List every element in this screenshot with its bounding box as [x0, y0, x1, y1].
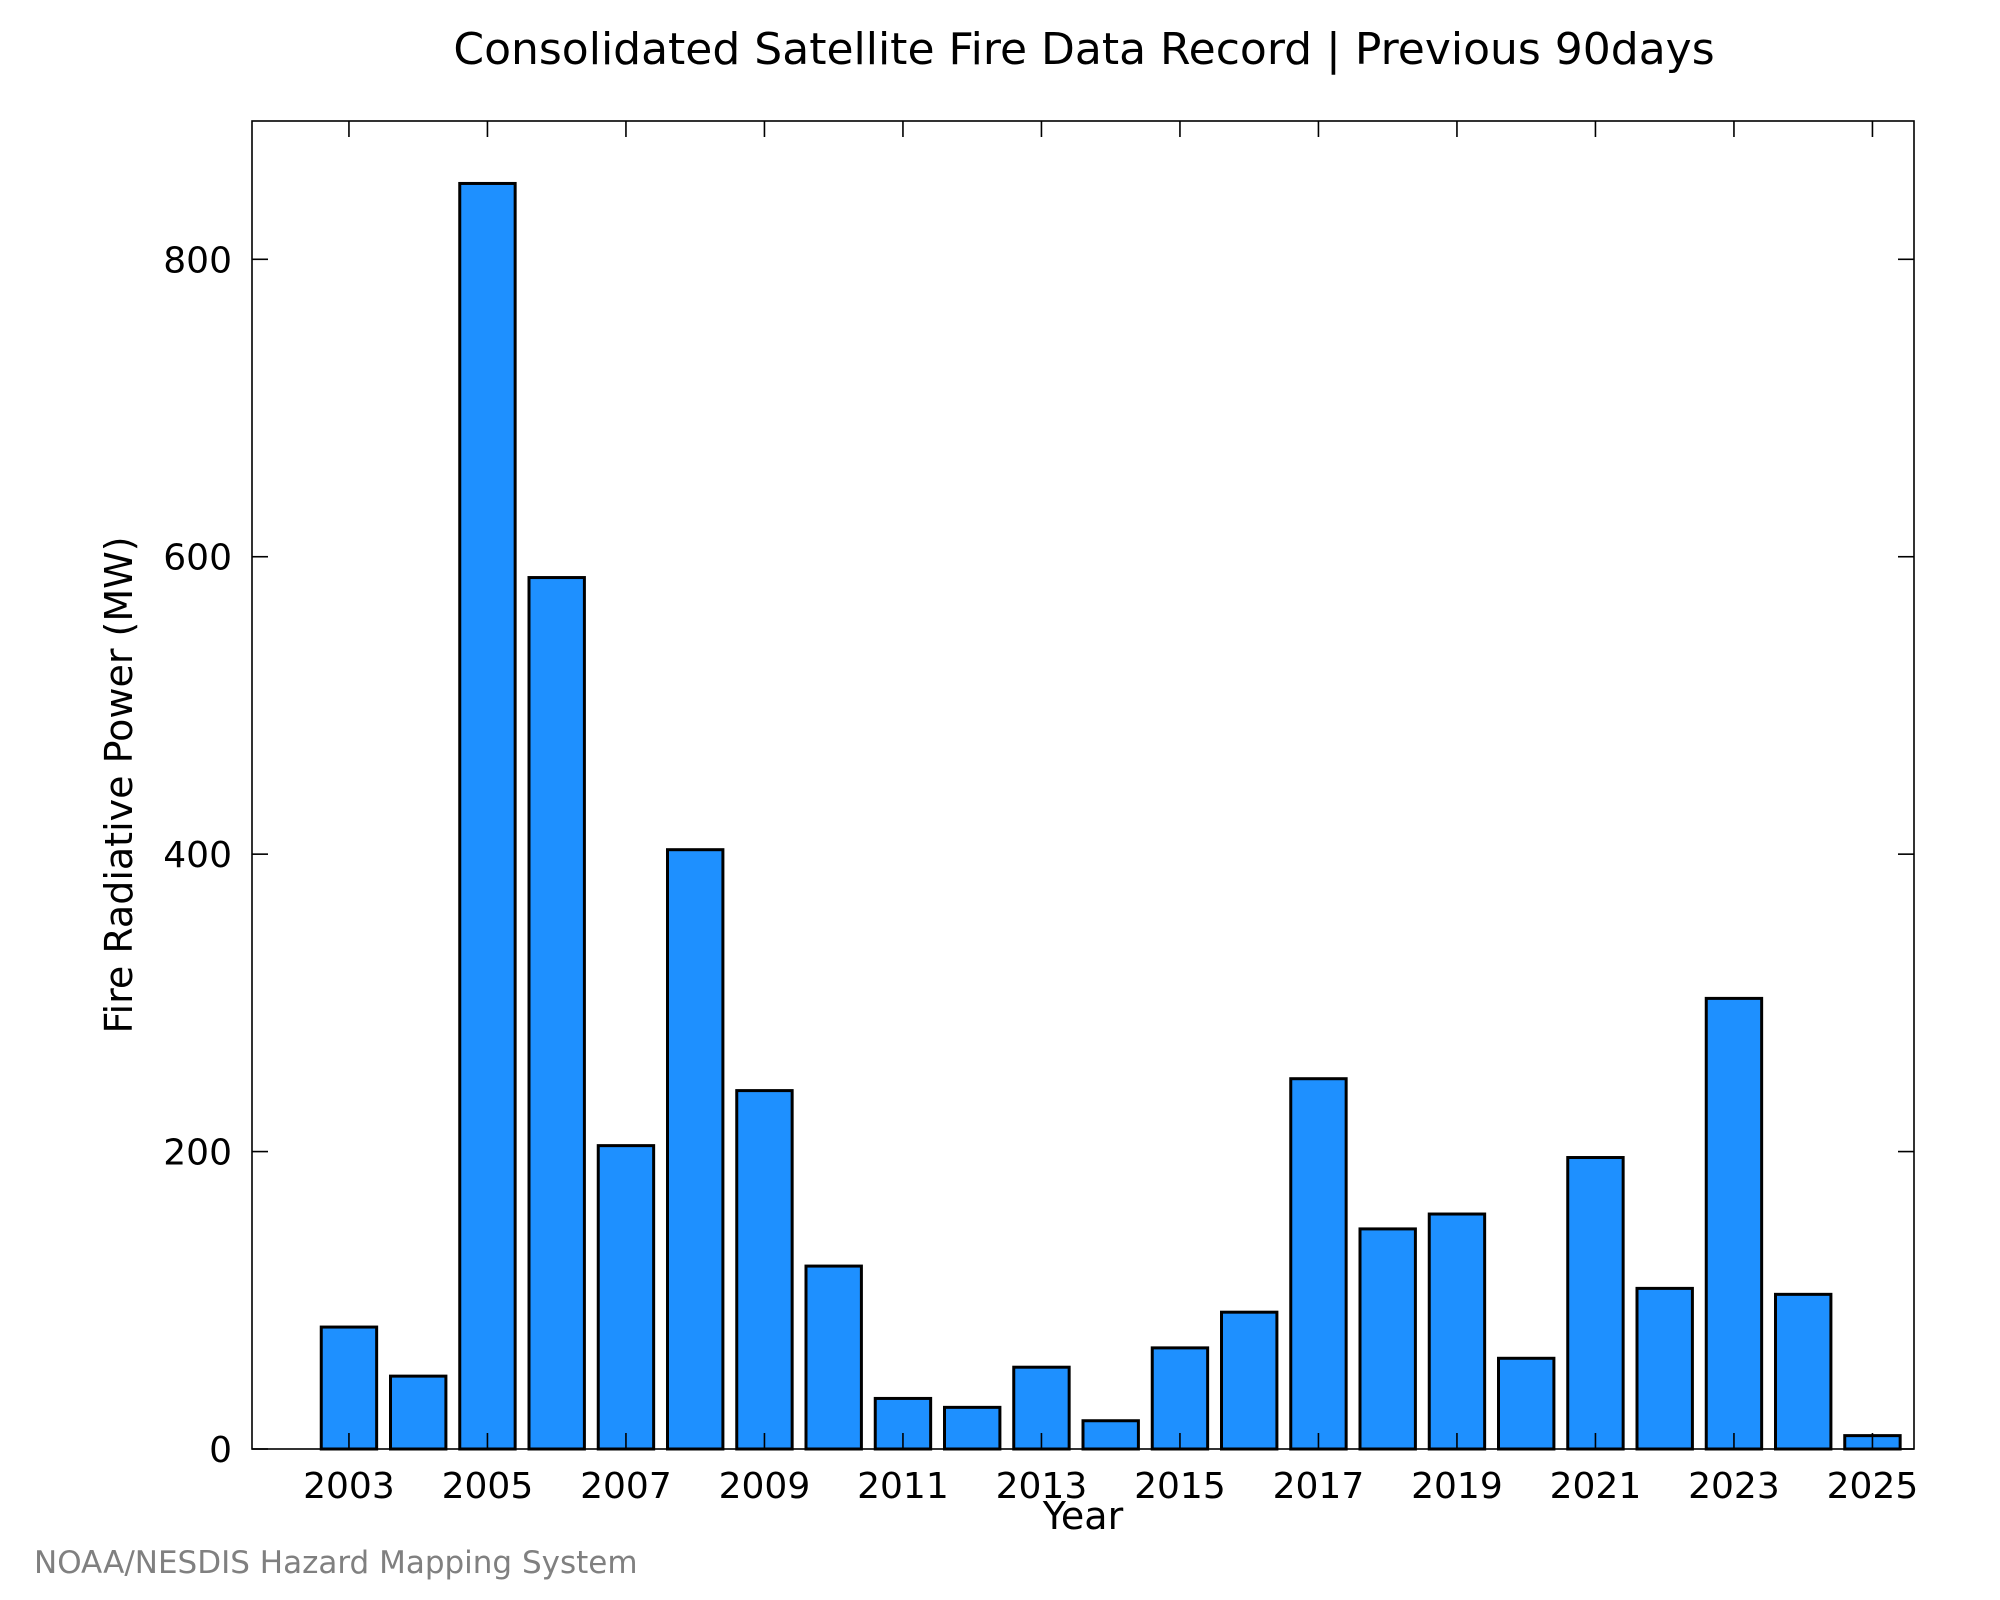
x-tick-label-2025: 2025: [1827, 1466, 1919, 1507]
bar-2020: [1497, 1356, 1556, 1451]
bar-2023: [1704, 996, 1764, 1451]
y-tick-label-600: 600: [163, 538, 232, 579]
bar-2005: [458, 181, 517, 1451]
x-tick-label-2019: 2019: [1411, 1466, 1503, 1507]
bar-2012: [943, 1405, 1002, 1451]
x-tick-label-2007: 2007: [580, 1466, 672, 1507]
bar-2010: [804, 1264, 863, 1451]
bar-2016: [1220, 1310, 1279, 1451]
x-tick-label-2021: 2021: [1550, 1466, 1642, 1507]
bar-2007: [596, 1144, 656, 1451]
bar-2022: [1635, 1286, 1694, 1451]
y-axis: 0 200 400 600 800: [163, 240, 1914, 1471]
x-tick-label-2015: 2015: [1134, 1466, 1226, 1507]
x-tick-label-2011: 2011: [857, 1466, 949, 1507]
footer-source: NOAA/NESDIS Hazard Mapping System: [34, 1545, 638, 1581]
bar-2018: [1358, 1227, 1417, 1451]
x-axis: 2003 2005 2007 2009 2011 2013 2015 2017 2019 2021…: [303, 121, 1918, 1507]
x-axis-label: Year: [1042, 1494, 1124, 1538]
bars: [319, 181, 1902, 1451]
bar-2021: [1566, 1156, 1625, 1451]
x-tick-label-2017: 2017: [1273, 1466, 1365, 1507]
x-tick-label-2003: 2003: [303, 1466, 395, 1507]
x-tick-label-2023: 2023: [1688, 1466, 1780, 1507]
bar-2004: [389, 1374, 448, 1451]
y-tick-label-200: 200: [163, 1133, 232, 1174]
y-tick-label-0: 0: [209, 1430, 232, 1471]
bar-2006: [527, 576, 586, 1451]
bar-2017: [1289, 1077, 1348, 1451]
bar-2014: [1081, 1419, 1140, 1451]
bar-2019: [1427, 1212, 1487, 1451]
y-tick-label-400: 400: [163, 835, 232, 876]
x-tick-label-2013: 2013: [996, 1466, 1088, 1507]
chart-title: Consolidated Satellite Fire Data Record …: [453, 24, 1714, 75]
bar-2003: [319, 1325, 379, 1451]
x-tick-label-2009: 2009: [719, 1466, 811, 1507]
bar-2008: [666, 848, 725, 1451]
y-tick-label-800: 800: [163, 240, 232, 281]
y-axis-label: Fire Radiative Power (MW): [97, 536, 141, 1033]
x-tick-label-2005: 2005: [442, 1466, 534, 1507]
bar-2024: [1774, 1292, 1833, 1451]
plot-frame: [251, 120, 1915, 1450]
bar-2009: [735, 1089, 794, 1451]
